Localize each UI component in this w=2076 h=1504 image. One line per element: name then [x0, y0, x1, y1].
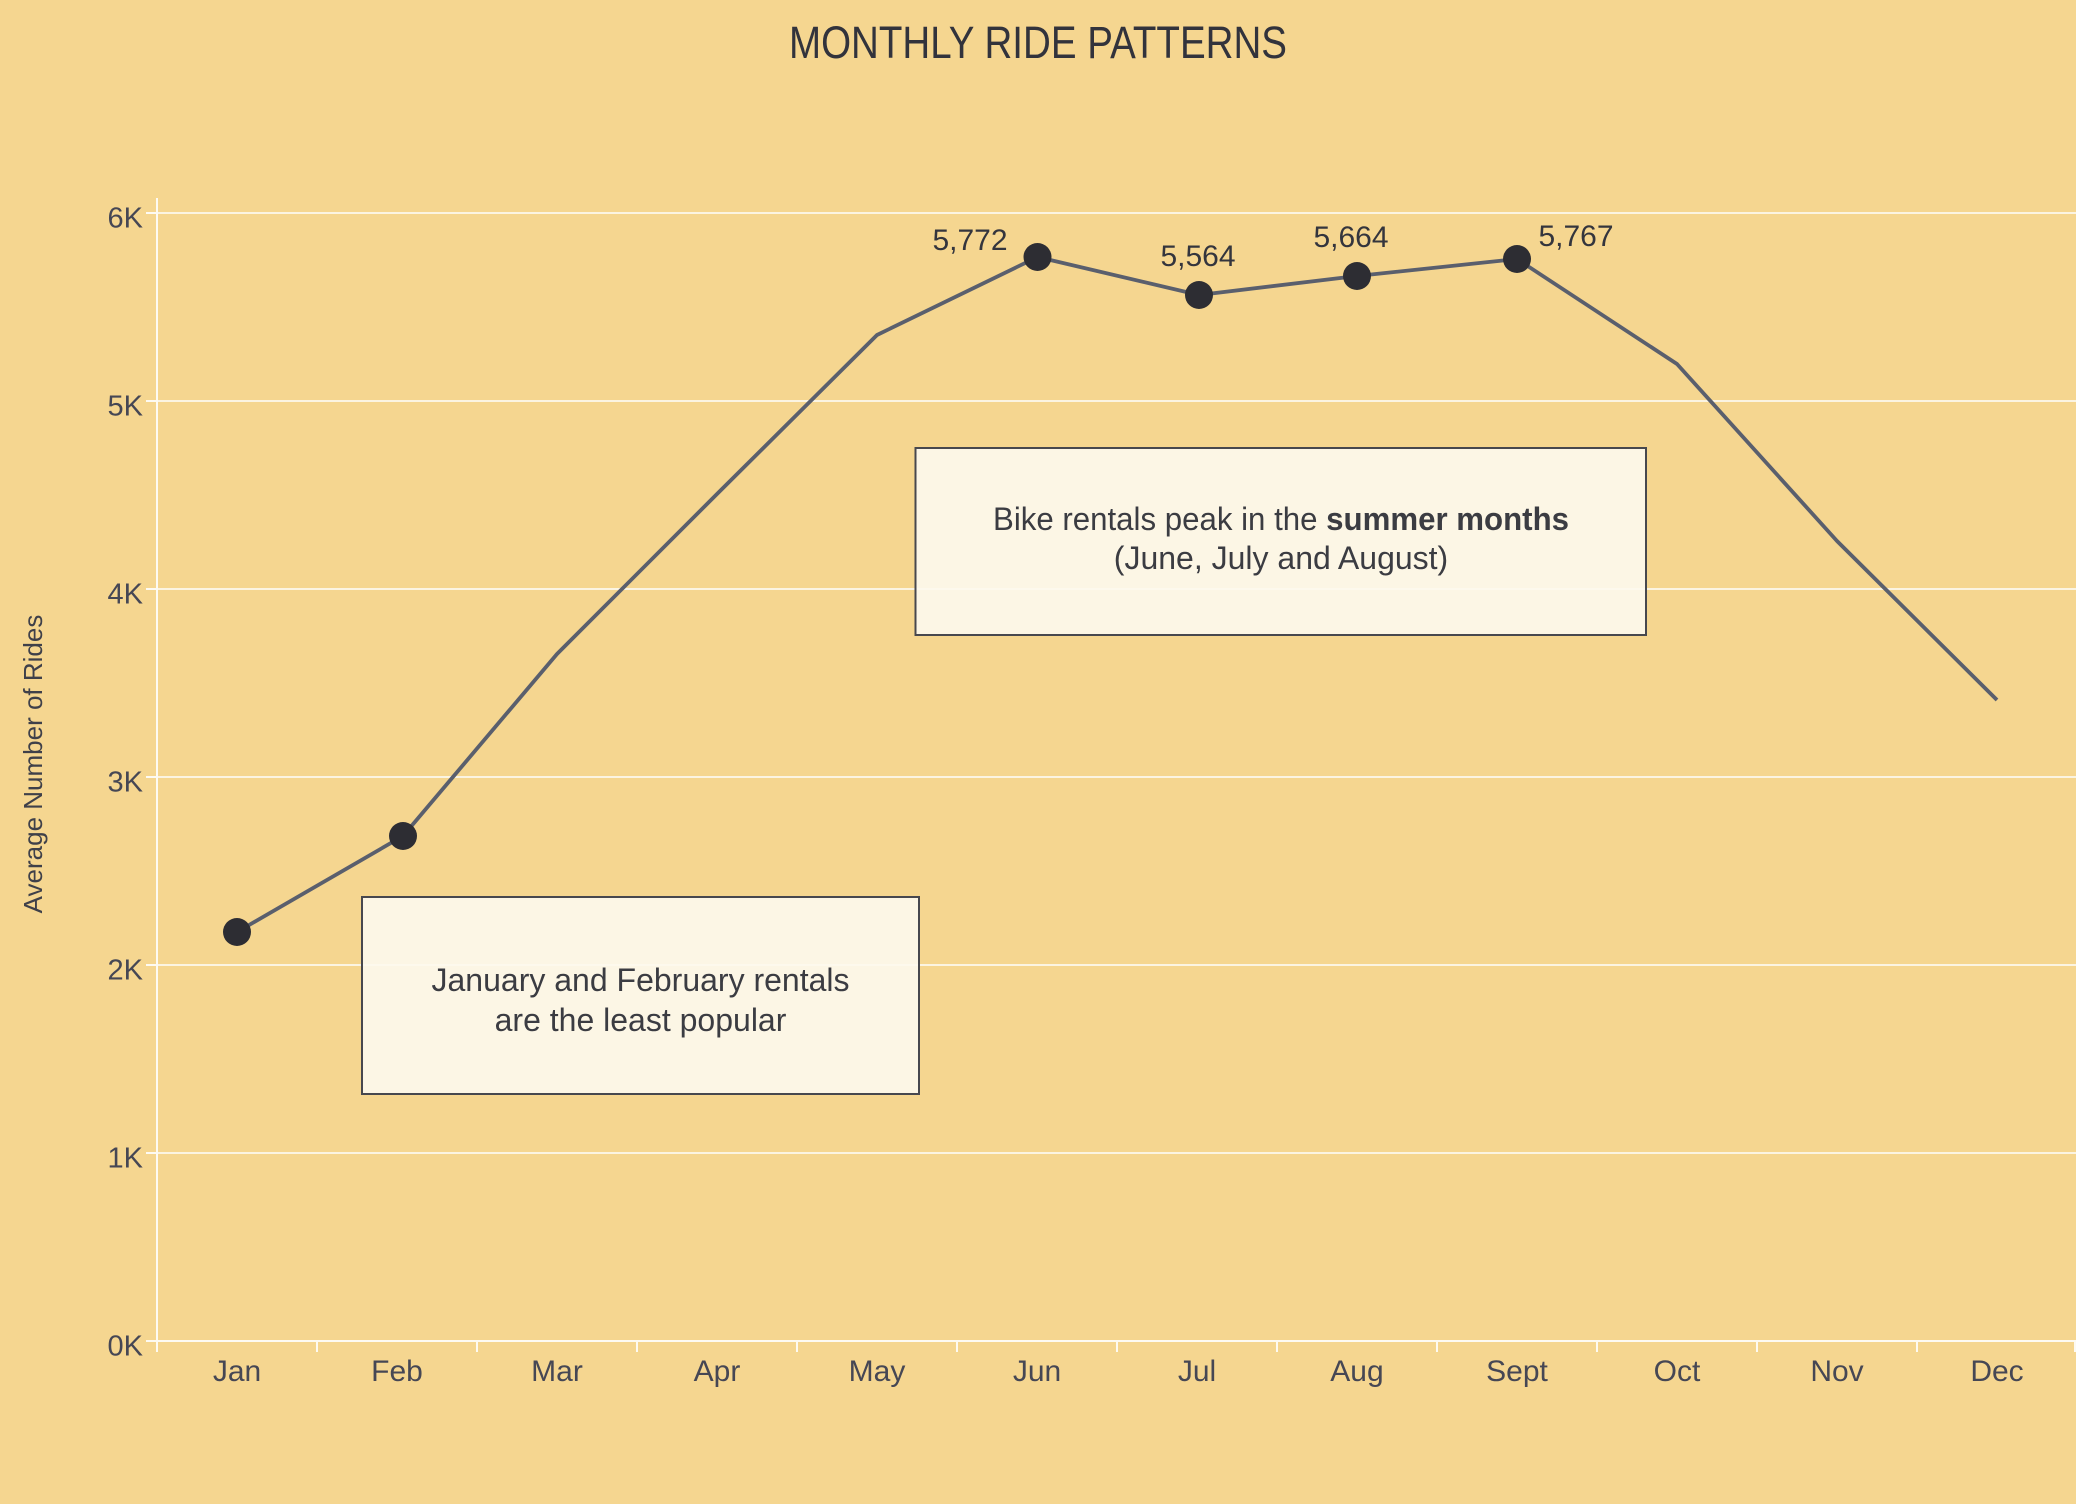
svg-text:Bike rentals peak in the summe: Bike rentals peak in the summer months — [993, 501, 1569, 537]
svg-text:Mar: Mar — [531, 1355, 583, 1388]
svg-text:Feb: Feb — [371, 1355, 423, 1388]
svg-text:5,664: 5,664 — [1313, 221, 1388, 254]
svg-text:6K: 6K — [108, 203, 144, 235]
svg-text:Nov: Nov — [1810, 1355, 1863, 1388]
svg-text:3K: 3K — [108, 767, 144, 799]
svg-text:May: May — [849, 1355, 906, 1388]
svg-text:5,767: 5,767 — [1538, 220, 1613, 253]
svg-text:5K: 5K — [108, 391, 144, 423]
svg-text:Apr: Apr — [694, 1355, 741, 1388]
svg-text:Sept: Sept — [1486, 1355, 1548, 1388]
svg-text:Jun: Jun — [1013, 1355, 1061, 1388]
svg-text:are the least popular: are the least popular — [495, 1002, 787, 1038]
svg-text:Oct: Oct — [1654, 1355, 1701, 1388]
svg-text:Aug: Aug — [1330, 1355, 1383, 1388]
svg-text:0K: 0K — [108, 1331, 144, 1363]
svg-text:1K: 1K — [108, 1143, 144, 1175]
svg-text:January and February rentals: January and February rentals — [432, 962, 850, 998]
svg-text:5,772: 5,772 — [932, 224, 1007, 257]
svg-text:2K: 2K — [108, 955, 144, 987]
svg-text:5,564: 5,564 — [1160, 240, 1235, 273]
svg-text:Dec: Dec — [1970, 1355, 2023, 1388]
svg-text:Jul: Jul — [1178, 1355, 1216, 1388]
svg-text:4K: 4K — [108, 579, 144, 611]
svg-text:Average Number of Rides: Average Number of Rides — [18, 615, 48, 914]
svg-text:Jan: Jan — [213, 1355, 261, 1388]
svg-text:(June, July and August): (June, July and August) — [1114, 540, 1448, 576]
svg-text:MONTHLY RIDE PATTERNS: MONTHLY RIDE PATTERNS — [789, 17, 1287, 68]
